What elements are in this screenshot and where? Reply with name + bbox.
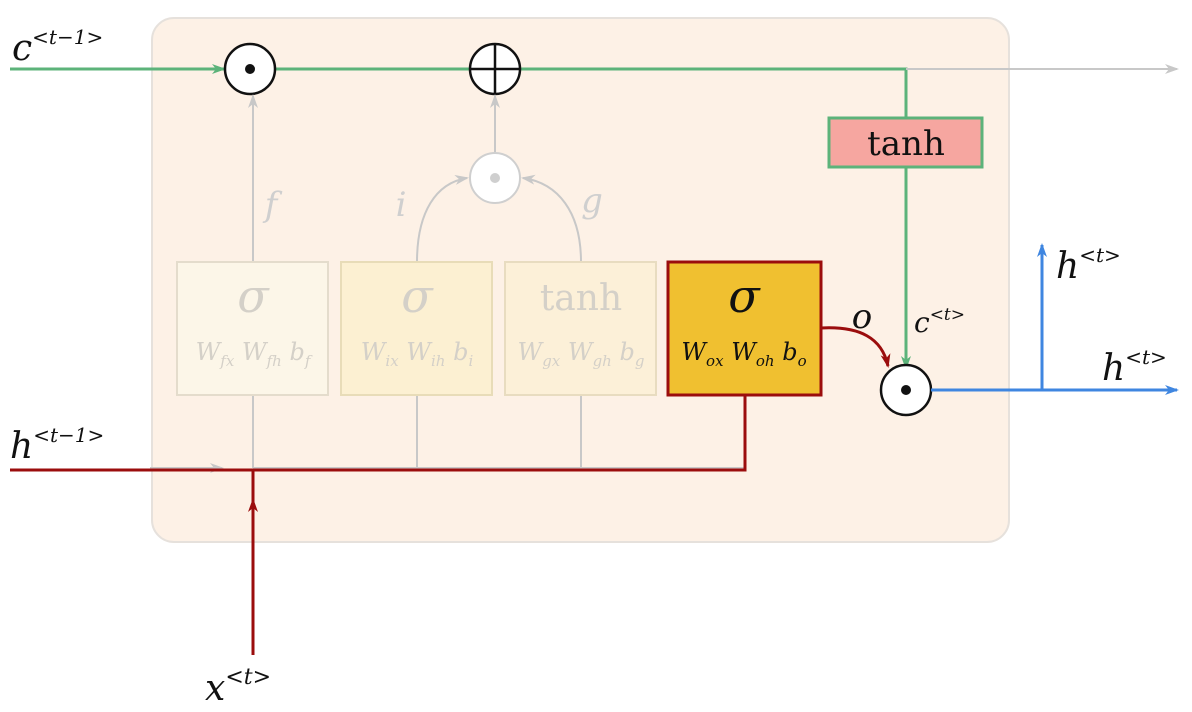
h-up-label: h<t> — [1056, 243, 1121, 287]
output-gate-box: σ Wox Woh bo — [666, 260, 823, 397]
h-prev-label: h<t−1> — [10, 423, 104, 467]
candidate-gate-symbol: tanh — [540, 278, 622, 319]
input-gate-symbol: σ — [401, 269, 434, 323]
c-t-label: c<t> — [914, 305, 965, 339]
h-right-label: h<t> — [1102, 345, 1167, 389]
tanh-box — [827, 116, 984, 169]
input-gate-box: σ Wix Wih bi — [340, 261, 493, 396]
hidden-prev-to-output-gate-line — [10, 395, 747, 472]
output-gate-symbol: σ — [728, 269, 761, 323]
forget-gate-params: Wfx Wfh bf — [196, 338, 313, 370]
candidate-gate-box: tanh Wgx Wgh bg — [504, 261, 657, 396]
input-gate-curve — [416, 174, 469, 263]
forget-gate-symbol: σ — [237, 269, 270, 323]
input-signal-label: i — [396, 185, 407, 225]
candidate-signal-label: g — [581, 181, 603, 221]
output-multiply-operator — [879, 363, 933, 417]
output-signal-label: o — [852, 297, 872, 337]
candidate-gate-params: Wgx Wgh bg — [518, 338, 645, 370]
output-gate-params: Wox Woh bo — [681, 338, 806, 370]
forget-gate-box: σ Wfx Wfh bf — [176, 261, 329, 396]
x-label: x<t> — [205, 665, 271, 709]
c-prev-label: c<t−1> — [12, 25, 103, 69]
tanh-box-label: tanh — [867, 124, 945, 164]
output-gate-to-mult-curve — [820, 326, 891, 368]
input-multiply-operator — [469, 152, 521, 204]
forget-multiply-operator — [223, 42, 277, 96]
input-gate-params: Wix Wih bi — [361, 338, 474, 370]
add-operator — [468, 42, 522, 96]
candidate-gate-curve — [521, 174, 582, 263]
